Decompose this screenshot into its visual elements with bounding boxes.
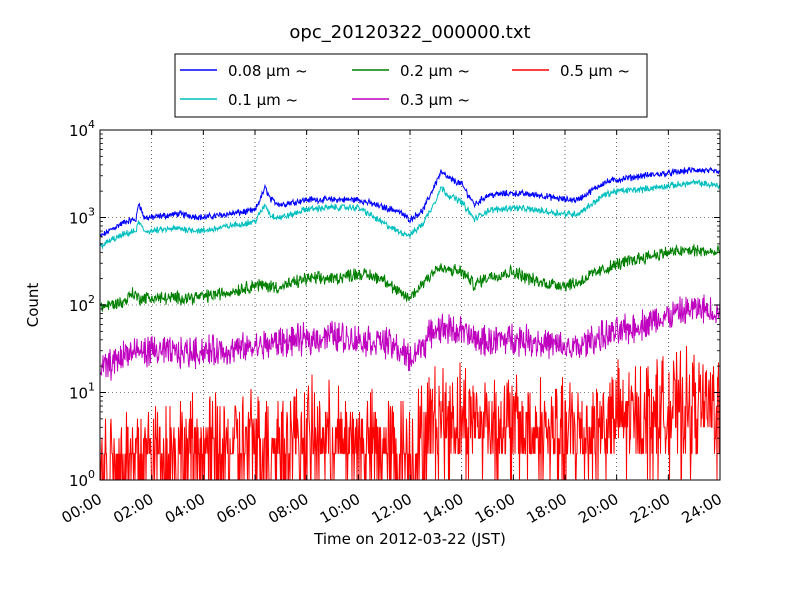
x-axis-label: Time on 2012-03-22 (JST)	[313, 530, 506, 548]
series-layer	[100, 166, 720, 480]
legend-label: 0.3 μm ~	[400, 91, 470, 109]
series-line	[100, 243, 720, 312]
chart-title: opc_20120322_000000.txt	[289, 22, 530, 43]
y-tick-label: 104	[69, 118, 95, 140]
legend-label: 0.08 μm ~	[228, 62, 308, 80]
ticks	[99, 129, 721, 481]
series-line	[100, 166, 720, 237]
legend-label: 0.1 μm ~	[228, 91, 298, 109]
y-tick-label: 103	[69, 206, 95, 228]
series-line	[100, 294, 720, 381]
y-tick-label: 101	[69, 381, 95, 403]
legend-label: 0.5 μm ~	[560, 62, 630, 80]
series-line	[100, 178, 720, 250]
legend-box	[174, 53, 648, 118]
y-tick-label: 102	[69, 293, 95, 315]
legend: 0.08 μm ~ 0.1 μm ~ 0.2 μm ~ 0.3 μm ~ 0.5 μm …	[174, 53, 648, 118]
y-tick-label: 100	[69, 468, 95, 490]
y-axis-label: Count	[24, 283, 42, 328]
y-tick-labels: 100 101 102 103 104	[69, 118, 95, 490]
legend-label: 0.2 μm ~	[400, 62, 470, 80]
series-line	[100, 345, 720, 480]
